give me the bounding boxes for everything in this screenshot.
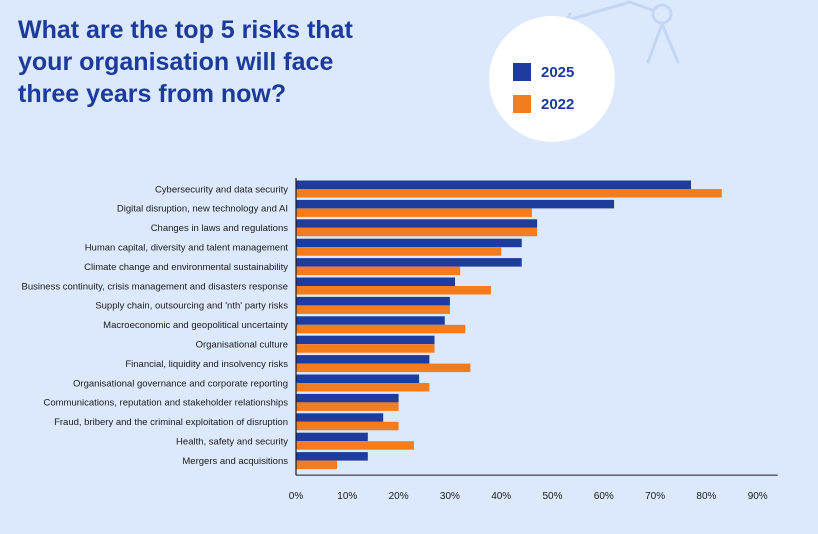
bar-2025	[296, 393, 399, 403]
bar-2025	[296, 180, 692, 189]
page-title: What are the top 5 risks that your organ…	[18, 16, 353, 108]
telescope-icon	[562, 0, 680, 64]
bar-2025	[296, 413, 384, 422]
bar-2022	[296, 402, 399, 411]
bar-2022	[296, 383, 430, 392]
x-tick-label: 80%	[696, 491, 716, 502]
bar-2025	[296, 258, 522, 267]
bar-2022	[296, 324, 466, 334]
bar-2022	[296, 208, 532, 217]
x-tick-label: 20%	[389, 491, 409, 502]
legend-item-2025: 2025	[513, 62, 574, 82]
bar-2025	[296, 199, 615, 209]
legend-label-2022: 2022	[541, 95, 575, 113]
x-tick-label: 40%	[491, 491, 511, 502]
bar-2022	[296, 460, 338, 470]
category-label: Business continuity, crisis management a…	[22, 281, 288, 292]
bar-2025	[296, 238, 522, 248]
category-label: Digital disruption, new technology and A…	[117, 204, 288, 215]
bar-2025	[296, 335, 435, 345]
legend-swatch-2022	[513, 95, 531, 113]
category-label: Cybersecurity and data security	[155, 184, 288, 195]
bar-2025	[296, 452, 368, 461]
bar-2025	[296, 296, 450, 306]
category-label: Climate change and environmental sustain…	[84, 262, 288, 273]
legend-item-2022: 2022	[513, 94, 574, 114]
category-label: Macroeconomic and geopolitical uncertain…	[103, 320, 288, 331]
bar-2022	[296, 441, 414, 450]
category-label: Changes in laws and regulations	[151, 223, 289, 234]
bar-2025	[296, 355, 430, 364]
x-tick-label: 90%	[748, 491, 768, 502]
x-tick-label: 0%	[289, 491, 304, 502]
category-label: Organisational governance and corporate …	[73, 378, 288, 389]
bar-2025	[296, 374, 420, 383]
x-tick-label: 50%	[542, 491, 562, 502]
category-label: Mergers and acquisitions	[182, 456, 288, 467]
bar-2022	[296, 421, 399, 431]
bar-chart: Cybersecurity and data security Digital d…	[22, 178, 778, 502]
bar-2022	[296, 247, 502, 256]
x-tick-label: 70%	[645, 491, 665, 502]
bar-2022	[296, 266, 461, 276]
bar-2025	[296, 432, 368, 442]
category-label: Human capital, diversity and talent mana…	[85, 243, 289, 254]
category-label: Fraud, bribery and the criminal exploita…	[54, 417, 288, 428]
category-label: Organisational culture	[196, 340, 288, 351]
legend-label-2025: 2025	[541, 63, 575, 81]
bar-2022	[296, 344, 435, 353]
category-label: Health, safety and security	[176, 437, 288, 448]
bar-2025	[296, 219, 538, 228]
category-label: Communications, reputation and stakehold…	[44, 398, 289, 409]
bar-2025	[296, 316, 445, 325]
bar-2022	[296, 363, 471, 373]
legend-swatch-2025	[513, 63, 531, 81]
x-tick-label: 10%	[337, 491, 357, 502]
bar-2022	[296, 227, 538, 237]
category-label: Supply chain, outsourcing and 'nth' part…	[95, 301, 288, 312]
bar-2022	[296, 305, 450, 314]
bar-2022	[296, 189, 722, 198]
category-label: Financial, liquidity and insolvency risk…	[125, 359, 288, 370]
bar-2022	[296, 286, 491, 295]
legend: 2025 2022	[489, 16, 615, 142]
bar-2025	[296, 277, 456, 286]
x-tick-label: 60%	[594, 491, 614, 502]
x-tick-label: 30%	[440, 491, 460, 502]
